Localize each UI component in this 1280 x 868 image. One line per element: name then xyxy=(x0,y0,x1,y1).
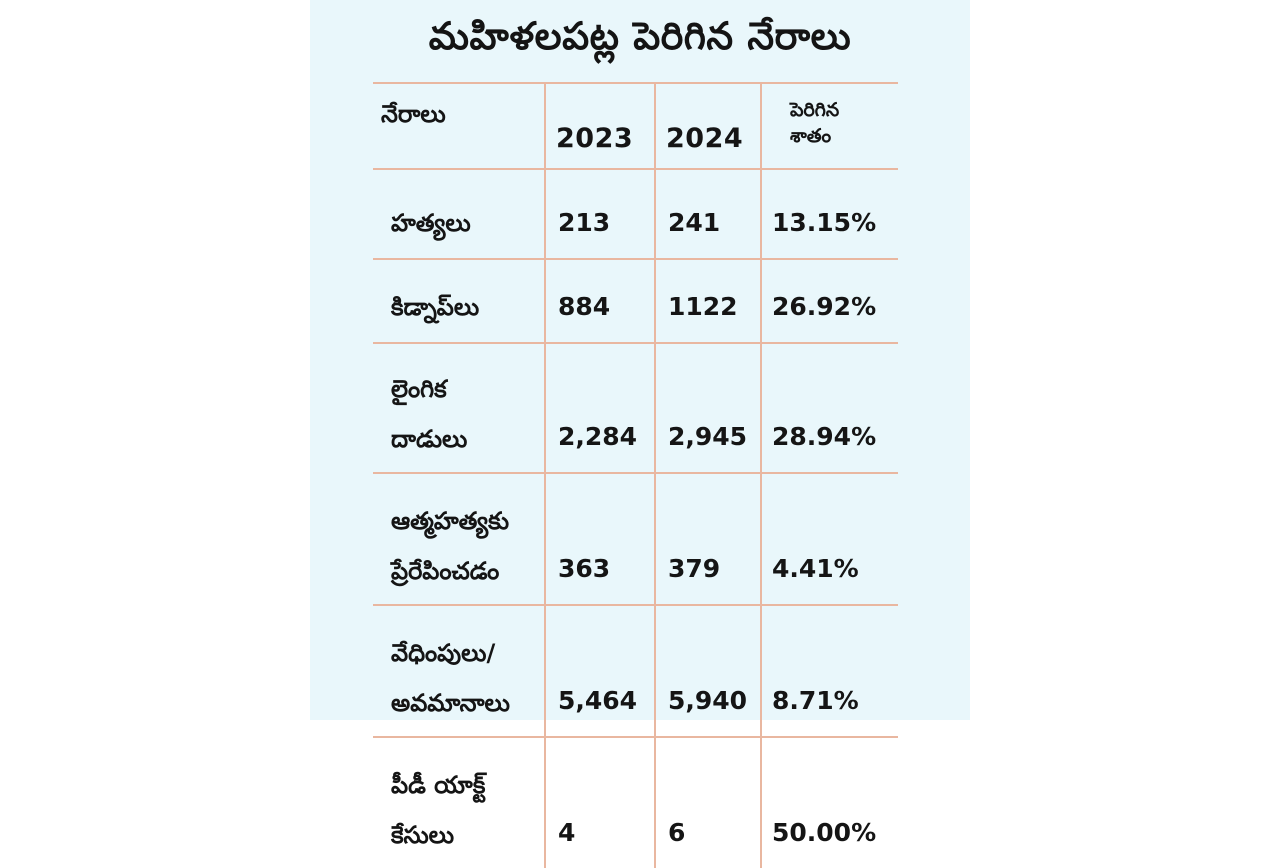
cell-2023: 884 xyxy=(544,258,655,343)
chart-title: మహిళలపట్ల పెరిగిన నేరాలు xyxy=(428,14,852,58)
table-row: ఆత్మహత్యకు ప్రేరేపించడం 363 379 4.41% xyxy=(373,472,898,605)
table-row: హత్యలు 213 241 13.15% xyxy=(373,168,898,259)
crime-label-line2: ప్రేరేపించడం xyxy=(391,557,500,585)
table-header-row: నేరాలు 2023 2024 పెరిగిన శాతం xyxy=(373,82,898,169)
header-percent-line1: పెరిగిన xyxy=(790,99,840,121)
cell-2024: 2,945 xyxy=(654,342,761,473)
cell-percent-increase: 50.00% xyxy=(760,736,898,868)
row-crime-label: ఆత్మహత్యకు ప్రేరేపించడం xyxy=(373,472,545,605)
cell-2023: 4 xyxy=(544,736,655,868)
header-crimes: నేరాలు xyxy=(373,82,545,169)
crime-label-line1: లైంగిక xyxy=(391,375,447,403)
table-row: కిడ్నాప్‌లు 884 1122 26.92% xyxy=(373,258,898,343)
crime-label-line2: అవమానాలు xyxy=(391,689,510,717)
header-percent-increase: పెరిగిన శాతం xyxy=(760,82,898,169)
crime-label-line1: కిడ్నాప్‌లు xyxy=(391,293,480,321)
cell-percent-increase: 13.15% xyxy=(760,168,898,259)
crime-label-line2: దాడులు xyxy=(391,425,468,453)
header-year-2023: 2023 xyxy=(544,82,655,169)
cell-2023: 5,464 xyxy=(544,604,655,737)
cell-percent-increase: 8.71% xyxy=(760,604,898,737)
cell-2023: 213 xyxy=(544,168,655,259)
crime-label-line1: పీడీ యాక్ట్ xyxy=(391,771,486,799)
table-row: లైంగిక దాడులు 2,284 2,945 28.94% xyxy=(373,342,898,473)
crime-label-line1: ఆత్మహత్యకు xyxy=(391,507,510,535)
row-crime-label: కిడ్నాప్‌లు xyxy=(373,258,545,343)
cell-2024: 379 xyxy=(654,472,761,605)
cell-2024: 5,940 xyxy=(654,604,761,737)
header-year-2024: 2024 xyxy=(654,82,761,169)
cell-2024: 1122 xyxy=(654,258,761,343)
cell-2023: 2,284 xyxy=(544,342,655,473)
row-crime-label: లైంగిక దాడులు xyxy=(373,342,545,473)
row-crime-label: వేధింపులు/ అవమానాలు xyxy=(373,604,545,737)
row-crime-label: పీడీ యాక్ట్ కేసులు xyxy=(373,736,545,868)
crime-label-line1: హత్యలు xyxy=(391,209,471,237)
table-row: పీడీ యాక్ట్ కేసులు 4 6 50.00% xyxy=(373,736,898,868)
crime-label-line1: వేధింపులు/ xyxy=(391,639,496,667)
crime-statistics-table: నేరాలు 2023 2024 పెరిగిన శాతం హత్యలు 213… xyxy=(373,82,898,868)
cell-percent-increase: 28.94% xyxy=(760,342,898,473)
crime-label-line2: కేసులు xyxy=(391,821,454,849)
cell-2024: 241 xyxy=(654,168,761,259)
cell-2024: 6 xyxy=(654,736,761,868)
header-percent-line2: శాతం xyxy=(790,125,832,147)
cell-percent-increase: 26.92% xyxy=(760,258,898,343)
table-row: వేధింపులు/ అవమానాలు 5,464 5,940 8.71% xyxy=(373,604,898,737)
cell-percent-increase: 4.41% xyxy=(760,472,898,605)
cell-2023: 363 xyxy=(544,472,655,605)
row-crime-label: హత్యలు xyxy=(373,168,545,259)
